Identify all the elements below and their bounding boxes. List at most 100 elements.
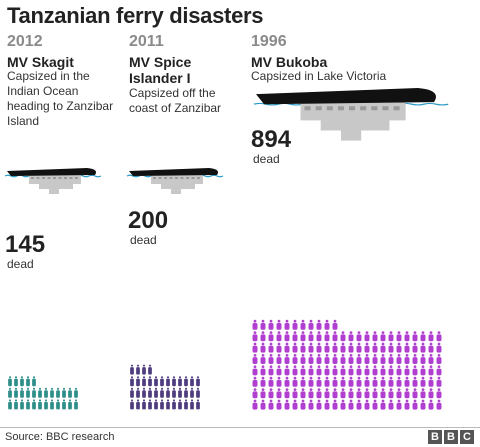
person-icon bbox=[160, 399, 164, 410]
person-icon bbox=[396, 331, 402, 342]
vessel-name-skagit: MV Skagit bbox=[7, 54, 74, 70]
person-icon bbox=[26, 399, 30, 410]
person-icon bbox=[388, 376, 394, 387]
year-label-spice-islander: 2011 bbox=[129, 33, 164, 50]
person-icon bbox=[32, 387, 36, 398]
person-icon bbox=[324, 331, 330, 342]
person-icon bbox=[324, 376, 330, 387]
person-icon bbox=[166, 376, 170, 387]
person-icon bbox=[276, 399, 282, 410]
person-icon bbox=[420, 342, 426, 353]
person-icon bbox=[252, 319, 258, 330]
person-icon bbox=[276, 376, 282, 387]
person-icon bbox=[388, 399, 394, 410]
person-icon bbox=[300, 399, 306, 410]
person-icon bbox=[404, 342, 410, 353]
person-icon bbox=[276, 319, 282, 330]
person-icon bbox=[348, 376, 354, 387]
person-icon bbox=[252, 376, 258, 387]
person-icon bbox=[436, 388, 442, 399]
ferry-icon bbox=[4, 168, 102, 194]
person-icon bbox=[148, 399, 152, 410]
person-icon bbox=[404, 399, 410, 410]
person-icon bbox=[130, 364, 134, 375]
person-icon bbox=[50, 399, 54, 410]
person-icon bbox=[20, 399, 24, 410]
person-icon bbox=[340, 376, 346, 387]
person-icon bbox=[148, 387, 152, 398]
person-icon bbox=[26, 387, 30, 398]
person-icon bbox=[388, 388, 394, 399]
person-icon bbox=[260, 354, 266, 364]
person-icon bbox=[190, 399, 194, 410]
person-icon bbox=[412, 342, 418, 353]
person-icon bbox=[292, 319, 298, 330]
person-icon bbox=[356, 331, 362, 342]
person-icon bbox=[184, 387, 188, 398]
person-icon bbox=[340, 354, 346, 364]
death-count-bukoba: 894 bbox=[251, 126, 292, 153]
bbc-logo-letter: C bbox=[460, 430, 474, 444]
person-icon bbox=[316, 354, 322, 364]
person-icon bbox=[178, 387, 182, 398]
person-icon bbox=[308, 319, 314, 330]
person-icon bbox=[178, 399, 182, 410]
person-icon bbox=[324, 388, 330, 399]
person-icon bbox=[436, 399, 442, 410]
person-icon bbox=[348, 342, 354, 353]
person-icon bbox=[50, 387, 54, 398]
person-icon bbox=[62, 387, 66, 398]
person-icon bbox=[14, 376, 18, 387]
vessel-name-spice-islander: MV Spice Islander I bbox=[129, 54, 192, 86]
pictogram-column bbox=[130, 364, 200, 410]
person-icon bbox=[148, 376, 152, 387]
person-icon bbox=[404, 331, 410, 342]
person-icon bbox=[190, 376, 194, 387]
person-icon bbox=[260, 399, 266, 410]
person-icon bbox=[340, 388, 346, 399]
bbc-logo-letter: B bbox=[428, 430, 442, 444]
person-icon bbox=[260, 342, 266, 353]
person-icon bbox=[412, 399, 418, 410]
person-icon bbox=[252, 365, 258, 376]
person-icon bbox=[340, 365, 346, 376]
person-icon bbox=[268, 376, 274, 387]
person-icon bbox=[284, 319, 290, 330]
description-skagit: Capsized in the Indian Ocean heading to … bbox=[7, 69, 114, 128]
person-icon bbox=[388, 365, 394, 376]
person-icon bbox=[68, 399, 72, 410]
person-icon bbox=[8, 387, 12, 398]
person-icon bbox=[356, 342, 362, 353]
person-icon bbox=[420, 331, 426, 342]
person-icon bbox=[292, 354, 298, 364]
person-icon bbox=[332, 354, 338, 364]
person-icon bbox=[44, 387, 48, 398]
person-icon bbox=[252, 388, 258, 399]
pictogram-column bbox=[8, 376, 78, 410]
person-icon bbox=[372, 342, 378, 353]
person-icon bbox=[412, 365, 418, 376]
person-icon bbox=[142, 376, 146, 387]
person-icon bbox=[38, 387, 42, 398]
year-label-skagit: 2012 bbox=[7, 33, 43, 50]
person-icon bbox=[436, 365, 442, 376]
person-icon bbox=[268, 399, 274, 410]
person-icon bbox=[284, 354, 290, 364]
person-icon bbox=[166, 387, 170, 398]
person-icon bbox=[300, 319, 306, 330]
bbc-logo-letter: B bbox=[444, 430, 458, 444]
person-icon bbox=[196, 387, 200, 398]
person-icon bbox=[276, 331, 282, 342]
person-icon bbox=[20, 387, 24, 398]
person-icon bbox=[412, 376, 418, 387]
person-icon bbox=[420, 354, 426, 364]
person-icon bbox=[364, 399, 370, 410]
person-icon bbox=[268, 342, 274, 353]
person-icon bbox=[300, 331, 306, 342]
footer-divider bbox=[0, 427, 480, 428]
person-icon bbox=[130, 376, 134, 387]
person-icon bbox=[380, 331, 386, 342]
person-icon bbox=[184, 399, 188, 410]
person-icon bbox=[348, 354, 354, 364]
